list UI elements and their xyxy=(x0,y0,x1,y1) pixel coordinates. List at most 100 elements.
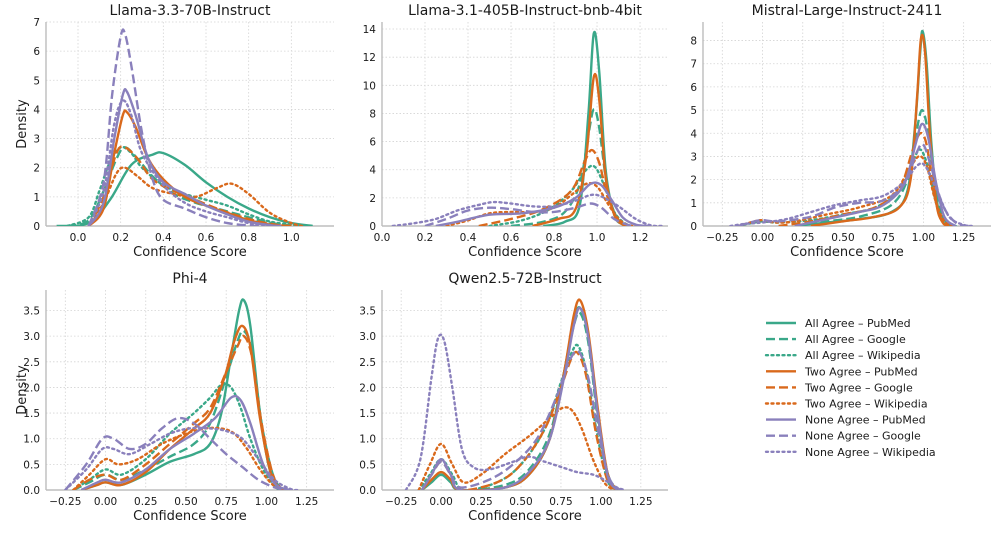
series-line-none-agree-pubmed xyxy=(80,394,291,490)
series-line-two-agree-wikipedia xyxy=(72,426,284,490)
y-tick-label: 8 xyxy=(690,36,697,48)
series-line-all-agree-wikipedia xyxy=(417,343,619,490)
y-tick-label: 2.5 xyxy=(359,357,376,369)
y-tick-label: 14 xyxy=(363,24,377,36)
y-tick-label: 6 xyxy=(369,137,376,149)
y-tick-label: 1 xyxy=(33,192,40,204)
series-line-two-agree-google xyxy=(72,334,284,490)
x-tick-label: 0.4 xyxy=(460,232,477,244)
subplot-5: −0.25 0.00 0.25 0.50 0.75 1.00 1.25 0.0 0.5 1.0 1.… xyxy=(359,271,668,524)
x-tick-label: 0.00 xyxy=(751,232,774,244)
x-tick-label: 0.6 xyxy=(198,232,215,244)
y-tick-label: 6 xyxy=(690,82,697,94)
legend-label: None Agree – PubMed xyxy=(805,414,926,427)
x-tick-label: 1.00 xyxy=(255,496,278,508)
y-tick-label: 0.5 xyxy=(359,459,376,471)
x-tick-label: 0.8 xyxy=(240,232,257,244)
legend-label: All Agree – PubMed xyxy=(805,317,911,330)
y-tick-label: 1.0 xyxy=(23,434,40,446)
y-tick-label: 0 xyxy=(369,221,376,233)
series-line-none-agree-google xyxy=(420,349,621,490)
subplot-title: Mistral-Large-Instruct-2411 xyxy=(752,3,943,19)
series-line-two-agree-google xyxy=(87,145,292,226)
series-line-two-agree-google xyxy=(420,350,618,490)
series-line-two-agree-wikipedia xyxy=(445,181,642,226)
series-line-none-agree-wikipedia xyxy=(404,333,627,490)
x-tick-label: 0.50 xyxy=(509,496,532,508)
x-axis-label: Confidence Score xyxy=(468,509,582,524)
y-tick-label: 0.5 xyxy=(23,459,40,471)
series-line-none-agree-wikipedia xyxy=(87,99,282,226)
x-tick-label: 1.00 xyxy=(589,496,612,508)
y-tick-label: 2.0 xyxy=(23,382,40,394)
y-axis-label: Density xyxy=(15,365,30,415)
y-tick-label: 4 xyxy=(369,165,376,177)
subplot-title: Qwen2.5-72B-Instruct xyxy=(448,271,602,287)
legend-label: None Agree – Google xyxy=(805,430,921,443)
y-tick-label: 2.0 xyxy=(359,382,376,394)
x-tick-label: 0.0 xyxy=(374,232,391,244)
series-line-two-agree-wikipedia xyxy=(737,155,957,226)
y-tick-label: 7 xyxy=(33,17,40,29)
subplot-4: −0.25 0.00 0.25 0.50 0.75 1.00 1.25 0.0 0.5 1.0 1.… xyxy=(15,271,334,524)
x-tick-label: 1.00 xyxy=(912,232,935,244)
y-tick-label: 1.5 xyxy=(359,408,376,420)
series-line-none-agree-pubmed xyxy=(420,306,618,490)
x-tick-label: 1.0 xyxy=(589,232,606,244)
subplot-title: Llama-3.1-405B-Instruct-bnb-4bit xyxy=(408,3,642,19)
series-group xyxy=(404,298,627,490)
legend-label: Two Agree – Google xyxy=(804,381,913,394)
x-axis-label: Confidence Score xyxy=(790,245,904,260)
legend-label: All Agree – Wikipedia xyxy=(805,349,921,362)
y-tick-label: 3.5 xyxy=(23,306,40,318)
x-tick-label: 0.2 xyxy=(417,232,434,244)
y-tick-label: 2.5 xyxy=(23,357,40,369)
y-tick-label: 3.0 xyxy=(359,331,376,343)
series-group xyxy=(64,298,300,490)
legend-label: All Agree – Google xyxy=(805,333,906,346)
y-tick-label: 3 xyxy=(33,134,40,146)
x-tick-label: 1.25 xyxy=(952,232,975,244)
series-group xyxy=(391,30,663,226)
y-tick-label: 3 xyxy=(690,151,697,163)
subplot-title: Llama-3.3-70B-Instruct xyxy=(110,3,271,19)
series-line-none-agree-wikipedia xyxy=(391,193,663,226)
x-tick-label: 1.2 xyxy=(632,232,649,244)
y-tick-label: 2 xyxy=(33,163,40,175)
y-axis-label: Density xyxy=(15,99,30,149)
series-line-two-agree-google xyxy=(478,148,630,226)
x-tick-label: 0.25 xyxy=(469,496,492,508)
series-line-none-agree-google xyxy=(424,202,641,226)
y-tick-label: 2 xyxy=(369,193,376,205)
x-tick-label: 0.75 xyxy=(872,232,895,244)
x-tick-label: 0.50 xyxy=(831,232,854,244)
y-tick-label: 4 xyxy=(690,128,697,140)
y-tick-label: 3.0 xyxy=(23,331,40,343)
y-tick-label: 12 xyxy=(363,52,376,64)
x-tick-label: 0.4 xyxy=(155,232,172,244)
x-tick-label: 0.50 xyxy=(174,496,197,508)
subplot-title: Phi-4 xyxy=(172,271,207,287)
series-line-none-agree-google xyxy=(64,416,286,490)
x-tick-label: −0.25 xyxy=(706,232,738,244)
x-tick-label: 1.25 xyxy=(295,496,318,508)
y-tick-label: 5 xyxy=(33,75,40,87)
series-line-two-agree-wikipedia xyxy=(87,166,304,226)
y-tick-label: 5 xyxy=(690,105,697,117)
y-tick-label: 1.0 xyxy=(359,434,376,446)
y-tick-label: 2 xyxy=(690,175,697,187)
series-line-none-agree-pubmed xyxy=(435,181,651,226)
x-tick-label: 0.00 xyxy=(94,496,117,508)
x-tick-label: 0.25 xyxy=(791,232,814,244)
series-line-two-agree-wikipedia xyxy=(417,406,615,490)
series-line-none-agree-wikipedia xyxy=(64,426,300,490)
series-group xyxy=(56,28,313,226)
x-axis-label: Confidence Score xyxy=(468,245,582,260)
x-tick-label: 0.00 xyxy=(429,496,452,508)
y-tick-label: 7 xyxy=(690,59,697,71)
x-tick-label: 0.0 xyxy=(70,232,87,244)
y-tick-label: 1 xyxy=(690,198,697,210)
y-tick-label: 3.5 xyxy=(359,306,376,318)
subplot-2: 0.0 0.2 0.4 0.6 0.8 1.0 1.2 0 2 4 6 8 10 12 14 Llama-3.… xyxy=(363,3,668,260)
